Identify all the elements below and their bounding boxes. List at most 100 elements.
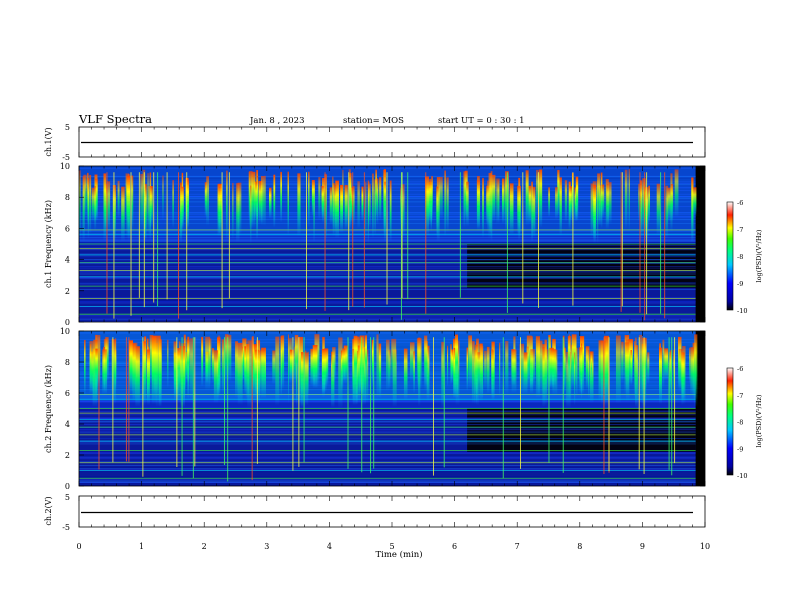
sferic-burst bbox=[466, 347, 468, 391]
frequency-tick-label: 10 bbox=[60, 327, 70, 336]
sferic-burst bbox=[94, 185, 97, 231]
sferic-burst bbox=[173, 341, 178, 396]
sferic-burst bbox=[298, 336, 303, 408]
sferic-burst bbox=[180, 183, 182, 241]
sferic-burst bbox=[211, 348, 215, 384]
sferic-burst bbox=[352, 186, 355, 227]
colorbar-ch1-ticks: -6 -7 -8 -9 -10 bbox=[737, 199, 747, 315]
ch1-waveform-ticks bbox=[78, 127, 706, 157]
sferic-burst bbox=[332, 347, 336, 383]
time-tick-label: 1 bbox=[139, 542, 144, 551]
sferic-burst bbox=[659, 347, 663, 404]
sferic-burst bbox=[224, 334, 229, 384]
sferic-burst bbox=[471, 341, 475, 404]
ch2-waveform-ticks bbox=[78, 496, 706, 527]
sferic-burst bbox=[273, 174, 276, 228]
sferic-burst bbox=[446, 177, 449, 233]
sferic-burst bbox=[287, 171, 289, 235]
sferic-burst bbox=[444, 170, 446, 237]
sferic-burst bbox=[409, 342, 415, 382]
sferic-burst bbox=[691, 177, 694, 243]
sferic-burst bbox=[455, 334, 458, 385]
sferic-burst bbox=[492, 350, 494, 400]
sferic-burst bbox=[340, 184, 344, 233]
sferic-burst bbox=[693, 187, 697, 218]
panel-ch2-spectrogram: ch.2 Frequency (kHz) 0 2 4 6 8 10 bbox=[44, 327, 706, 491]
sferic-burst bbox=[332, 176, 334, 227]
sferic-burst bbox=[664, 348, 669, 382]
sferic-burst bbox=[590, 351, 593, 382]
sferic-burst bbox=[280, 336, 283, 397]
sferic-burst bbox=[236, 183, 240, 243]
sferic-burst bbox=[665, 185, 669, 239]
sferic-burst bbox=[334, 185, 337, 232]
sferic-burst bbox=[497, 180, 499, 223]
sferic-burst bbox=[601, 184, 605, 219]
sferic-burst bbox=[389, 180, 392, 242]
sferic-burst bbox=[142, 341, 146, 406]
colorbar-ch2: -6 -7 -8 -9 -10 log(PSD)(V²/Hz) bbox=[726, 365, 763, 480]
sferic-burst bbox=[667, 187, 671, 222]
sferic-burst bbox=[528, 185, 532, 225]
sferic-burst bbox=[555, 187, 558, 220]
sferic-burst bbox=[357, 181, 360, 229]
ch2-waveform-ylabel: ch.2(V) bbox=[44, 496, 53, 525]
sferic-burst bbox=[372, 173, 374, 238]
sferic-burst bbox=[83, 174, 87, 219]
sferic-burst bbox=[364, 335, 368, 382]
sferic-burst bbox=[601, 340, 606, 406]
time-tick-label: 3 bbox=[264, 542, 269, 551]
sferic-burst bbox=[201, 336, 204, 387]
sferic-burst bbox=[569, 186, 572, 221]
sferic-burst bbox=[218, 339, 221, 390]
time-tick-label: 6 bbox=[452, 542, 457, 551]
sferic-burst bbox=[648, 185, 650, 224]
sferic-burst bbox=[403, 348, 408, 401]
sferic-burst bbox=[552, 348, 556, 388]
sferic-burst bbox=[348, 169, 351, 230]
sferic-burst bbox=[535, 336, 540, 398]
date-label: Jan. 8 , 2023 bbox=[249, 116, 305, 126]
sferic-burst bbox=[95, 348, 101, 388]
sferic-burst bbox=[574, 352, 576, 406]
sferic-burst bbox=[357, 345, 361, 404]
sferic-burst bbox=[89, 341, 94, 396]
frequency-tick-label: 8 bbox=[65, 358, 70, 367]
sferic-burst bbox=[322, 348, 327, 393]
frequency-tick-label: 2 bbox=[65, 451, 70, 460]
colorbar-ch2-ticks: -6 -7 -8 -9 -10 bbox=[737, 365, 747, 480]
sferic-burst bbox=[254, 181, 258, 221]
sferic-burst bbox=[542, 346, 545, 407]
sferic-burst bbox=[91, 187, 96, 223]
sferic-burst bbox=[447, 345, 449, 388]
ch1-spectrogram-yticks: 0 2 4 6 8 10 bbox=[60, 162, 705, 327]
time-tick-label: 2 bbox=[202, 542, 207, 551]
colorbar-tick-label: -9 bbox=[737, 445, 743, 453]
colorbar-tick-label: -8 bbox=[737, 419, 743, 427]
panel-ch1-waveform: ch.1(V) 5 -5 bbox=[44, 123, 706, 162]
sferic-burst bbox=[335, 180, 339, 238]
sferic-burst bbox=[509, 183, 514, 236]
sferic-burst bbox=[424, 335, 428, 387]
sferic-burst bbox=[244, 346, 247, 395]
ch2-spectrogram-yticks: 0 2 4 6 8 10 bbox=[60, 327, 705, 491]
sferic-burst bbox=[581, 343, 583, 400]
ch2-spectrogram-ylabel: ch.2 Frequency (kHz) bbox=[44, 365, 53, 453]
sferic-burst bbox=[491, 349, 493, 397]
sferic-burst bbox=[269, 187, 272, 219]
sferic-burst bbox=[221, 339, 225, 395]
time-axis: 0 1 2 3 4 5 6 7 8 9 10 bbox=[76, 542, 710, 551]
sferic-burst bbox=[374, 179, 376, 236]
sferic-burst bbox=[378, 343, 382, 399]
sferic-burst bbox=[388, 349, 391, 389]
sferic-burst bbox=[694, 334, 698, 408]
sferic-burst bbox=[218, 183, 223, 235]
ch1-waveform-ytick-bottom: -5 bbox=[62, 153, 70, 162]
sferic-burst bbox=[181, 186, 184, 229]
sferic-burst bbox=[604, 335, 610, 407]
sferic-burst bbox=[264, 175, 266, 226]
sferic-burst bbox=[190, 338, 194, 402]
sferic-burst bbox=[318, 177, 321, 221]
sferic-burst bbox=[557, 169, 560, 217]
